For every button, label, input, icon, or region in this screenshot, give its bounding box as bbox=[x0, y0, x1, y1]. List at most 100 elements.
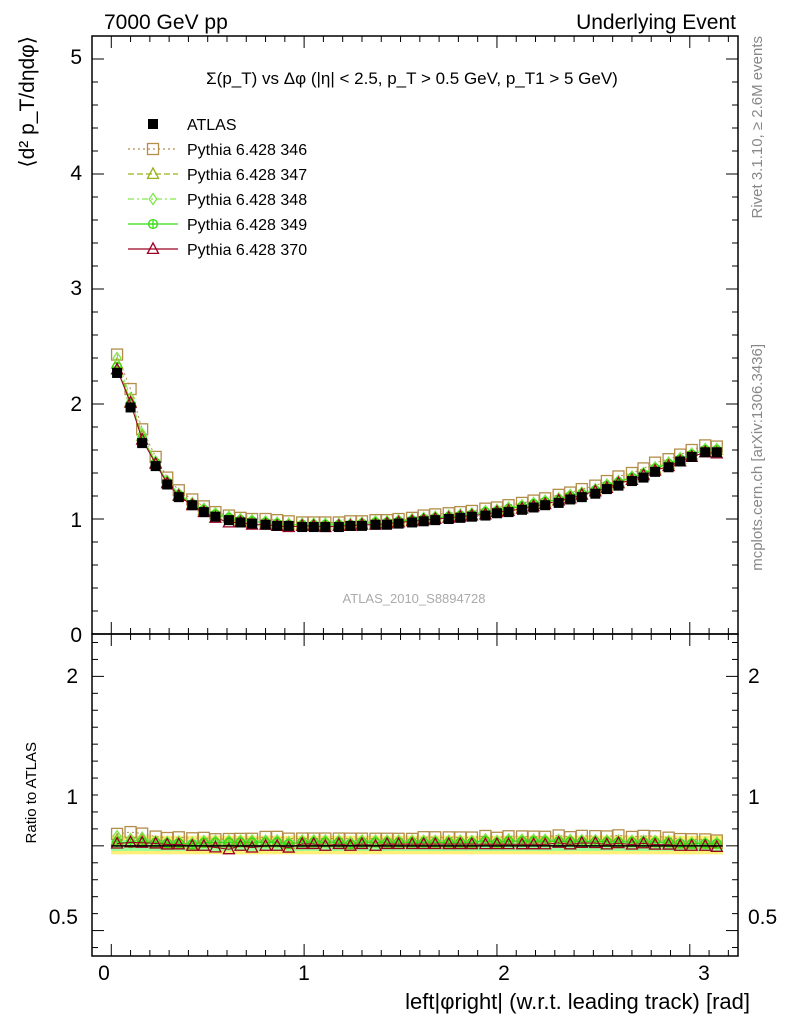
data-point bbox=[626, 476, 637, 487]
ratio-point bbox=[442, 836, 456, 850]
ratio-point bbox=[515, 836, 529, 850]
ratio-y-tick-label-2: 2 bbox=[66, 665, 78, 688]
legend-marker-3 bbox=[148, 192, 158, 206]
ratio-point bbox=[222, 841, 236, 855]
y-tick-label-2: 2 bbox=[70, 393, 82, 416]
ratio-y-tick-label-2-right: 2 bbox=[748, 665, 760, 688]
data-point bbox=[540, 500, 551, 511]
ratio-point bbox=[575, 835, 589, 849]
data-point bbox=[297, 522, 308, 533]
legend-item-2: Pythia 6.428 347 bbox=[128, 166, 307, 184]
data-point bbox=[565, 494, 576, 505]
data-point bbox=[356, 520, 367, 531]
ratio-point bbox=[588, 835, 602, 849]
plot-title: Σ(p_T) vs Δφ (|η| < 2.5, p_T > 0.5 GeV, … bbox=[206, 69, 618, 88]
data-point bbox=[272, 520, 283, 531]
legend-marker-5 bbox=[146, 241, 160, 255]
ratio-point bbox=[149, 836, 163, 849]
ratio-point bbox=[295, 836, 309, 850]
ratio-point bbox=[465, 836, 479, 850]
data-point bbox=[663, 462, 674, 473]
y-tick-label-1: 1 bbox=[70, 509, 82, 532]
data-point bbox=[370, 519, 381, 530]
ratio-point bbox=[490, 836, 504, 850]
ratio-y-tick-label-0.5: 0.5 bbox=[49, 906, 78, 929]
data-point bbox=[320, 522, 331, 533]
data-point bbox=[430, 515, 441, 526]
ratio-point bbox=[648, 837, 662, 850]
data-point bbox=[407, 517, 418, 528]
data-point bbox=[590, 488, 601, 499]
data-point bbox=[210, 511, 221, 522]
ratio-point bbox=[318, 838, 332, 851]
ratio-point bbox=[685, 838, 699, 851]
data-point bbox=[418, 516, 429, 527]
ratio-point bbox=[172, 836, 186, 850]
ratio-point bbox=[332, 836, 346, 850]
ratio-point bbox=[698, 838, 712, 851]
ratio-point bbox=[368, 838, 383, 851]
y-tick-label-3: 3 bbox=[70, 277, 82, 300]
ratio-series-5 bbox=[110, 834, 724, 855]
y-tick-label-0: 0 bbox=[70, 624, 82, 647]
ratio-line-3 bbox=[116, 835, 717, 844]
data-point bbox=[503, 507, 514, 518]
data-point bbox=[576, 492, 587, 503]
rivet-label: Rivet 3.1.10, ≥ 2.6M events bbox=[749, 36, 766, 219]
ratio-point bbox=[197, 838, 211, 851]
legend: ATLAS Pythia 6.428 346 Pythia 6.428 347 Pyt… bbox=[128, 117, 307, 259]
data-point bbox=[345, 520, 356, 531]
axis-ticks bbox=[92, 35, 738, 956]
ratio-point bbox=[478, 836, 492, 850]
ratio-point bbox=[611, 835, 626, 849]
data-point bbox=[711, 447, 722, 458]
legend-label-5: Pythia 6.428 370 bbox=[187, 242, 307, 259]
analysis-watermark: ATLAS_2010_S8894728 bbox=[343, 591, 486, 606]
ratio-point bbox=[428, 836, 442, 850]
data-point bbox=[613, 480, 624, 491]
legend-label-1: Pythia 6.428 346 bbox=[187, 142, 307, 159]
y-axis-label: ⟨d² p_T/dηdφ⟩ bbox=[16, 36, 39, 168]
ratio-point bbox=[343, 838, 357, 851]
ratio-plot-frame bbox=[91, 633, 739, 957]
legend-marker-0 bbox=[148, 119, 158, 129]
data-point bbox=[260, 519, 271, 530]
legend-label-2: Pythia 6.428 347 bbox=[187, 167, 307, 184]
data-point bbox=[686, 451, 697, 462]
legend-item-3: Pythia 6.428 348 bbox=[128, 192, 307, 209]
data-point bbox=[162, 479, 173, 490]
data-point bbox=[466, 511, 477, 522]
data-point bbox=[198, 507, 209, 518]
ratio-point bbox=[135, 835, 149, 848]
data-point bbox=[283, 520, 294, 531]
y-tick-label-5: 5 bbox=[70, 46, 82, 69]
data-point bbox=[173, 492, 184, 503]
x-tick-label-3: 3 bbox=[698, 962, 710, 985]
y-tick-label-4: 4 bbox=[70, 162, 82, 185]
data-point bbox=[382, 519, 393, 530]
data-point bbox=[333, 522, 344, 533]
ratio-point bbox=[355, 836, 369, 850]
series-1 bbox=[110, 348, 723, 529]
ratio-point bbox=[662, 837, 676, 850]
ratio-point bbox=[160, 837, 174, 850]
x-tick-label-2: 2 bbox=[498, 962, 510, 985]
mcplots-label: mcplots.cern.ch [arXiv:1306.3436] bbox=[749, 344, 766, 571]
legend-label-0: ATLAS bbox=[187, 117, 237, 134]
data-point bbox=[223, 515, 234, 526]
data-point bbox=[638, 472, 649, 483]
legend-label-4: Pythia 6.428 349 bbox=[187, 217, 307, 234]
data-point bbox=[150, 461, 161, 472]
ratio-data-layer bbox=[110, 825, 724, 855]
ratio-point bbox=[392, 836, 406, 850]
ratio-point bbox=[673, 838, 687, 851]
series-line-3 bbox=[116, 357, 717, 525]
legend-marker-1 bbox=[146, 142, 160, 156]
data-point bbox=[137, 438, 148, 449]
ratio-y-tick-label-1-right: 1 bbox=[748, 786, 760, 809]
ratio-y-tick-label-1: 1 bbox=[66, 786, 78, 809]
data-point bbox=[110, 348, 124, 361]
series-line-5 bbox=[116, 369, 717, 528]
ratio-point bbox=[417, 836, 431, 850]
data-point bbox=[443, 514, 454, 524]
